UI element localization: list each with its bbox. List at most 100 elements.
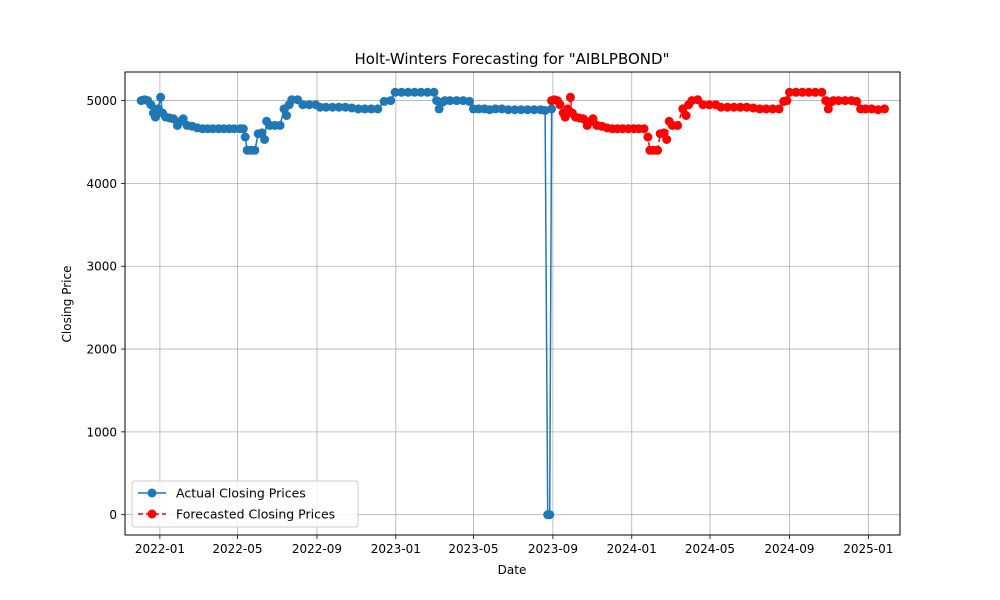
data-point-actual (334, 102, 344, 112)
data-point-actual (390, 87, 400, 97)
data-point-actual (366, 104, 376, 114)
legend: Actual Closing Prices Forecasted Closing… (131, 480, 359, 528)
series-actual (136, 87, 557, 520)
data-point-forecast (755, 104, 765, 114)
data-point-forecast (716, 102, 726, 112)
data-point-forecast (774, 104, 784, 114)
data-point-actual (328, 102, 337, 112)
grid (125, 72, 900, 535)
data-point-forecast (704, 100, 714, 110)
y-tick-label: 4000 (86, 177, 117, 191)
data-point-forecast (768, 104, 778, 114)
data-point-forecast (662, 135, 672, 144)
data-point-forecast (880, 104, 889, 114)
x-tick-label: 2022-01 (135, 542, 185, 556)
data-point-actual (169, 114, 178, 124)
data-point-actual (250, 145, 260, 155)
data-point-actual (416, 87, 426, 97)
data-point-actual (373, 104, 383, 114)
data-point-actual (510, 105, 520, 115)
x-tick-label: 2022-09 (292, 542, 342, 556)
data-point-forecast (817, 87, 827, 97)
data-point-forecast (834, 96, 844, 106)
data-point-actual (423, 87, 432, 97)
chart-title: Holt-Winters Forecasting for "AIBLPBOND" (355, 50, 670, 68)
data-point-forecast (698, 100, 708, 110)
x-tick-label: 2024-05 (685, 542, 735, 556)
data-point-forecast (560, 112, 570, 122)
data-point-forecast (852, 96, 862, 106)
data-point-actual (260, 135, 270, 144)
plot-frame (124, 71, 901, 536)
x-tick-label: 2024-01 (607, 542, 657, 556)
data-point-actual (429, 87, 439, 97)
data-point-forecast (639, 124, 649, 134)
y-tick-label: 2000 (86, 343, 117, 357)
data-point-actual (304, 100, 314, 110)
data-point-actual (545, 510, 555, 520)
x-tick-label: 2024-09 (764, 542, 814, 556)
data-point-actual (403, 87, 413, 97)
legend-label-actual: Actual Closing Prices (176, 486, 306, 501)
x-tick-label: 2025-01 (843, 542, 893, 556)
data-point-forecast (782, 96, 792, 106)
plot-background (125, 72, 900, 535)
series-forecast (547, 87, 889, 155)
data-point-forecast (643, 132, 653, 142)
data-point-forecast (681, 111, 691, 120)
legend-marker-actual (147, 488, 157, 498)
x-tick-label: 2023-01 (371, 542, 421, 556)
data-point-actual (275, 120, 285, 130)
data-point-forecast (588, 114, 598, 124)
series-layer (136, 87, 889, 520)
data-point-actual (321, 102, 331, 112)
data-point-forecast (797, 87, 807, 97)
data-point-forecast (722, 102, 732, 112)
legend-label-forecast: Forecasted Closing Prices (176, 507, 335, 522)
data-point-actual (360, 104, 370, 114)
legend-box (131, 480, 359, 528)
data-point-actual (490, 104, 500, 114)
data-point-forecast (761, 104, 771, 114)
data-point-forecast (804, 87, 814, 97)
data-point-actual (146, 100, 156, 110)
data-point-forecast (565, 92, 575, 102)
data-point-actual (445, 96, 455, 106)
data-point-forecast (555, 100, 565, 110)
x-tick-label: 2023-09 (528, 542, 578, 556)
data-point-forecast (810, 87, 820, 97)
x-axis: 2022-01 2022-05 2022-09 2023-01 2023-05 2023-… (135, 535, 893, 556)
data-point-actual (298, 100, 308, 110)
x-tick-label: 2023-05 (448, 542, 498, 556)
data-point-actual (434, 104, 444, 114)
data-point-forecast (791, 87, 801, 97)
y-tick-label: 5000 (86, 94, 117, 108)
data-point-actual (410, 87, 420, 97)
data-point-forecast (840, 96, 850, 106)
data-point-forecast (578, 114, 588, 124)
data-point-actual (150, 112, 160, 122)
data-point-forecast (653, 145, 663, 155)
y-tick-label: 1000 (86, 425, 117, 439)
data-point-actual (156, 92, 166, 102)
data-point-actual (452, 96, 462, 106)
y-axis-label: Closing Price (60, 266, 74, 343)
data-point-forecast (673, 120, 683, 130)
y-tick-label: 3000 (86, 260, 117, 274)
y-axis: 0 1000 2000 3000 4000 5000 (86, 94, 125, 522)
data-point-actual (503, 105, 513, 115)
data-point-actual (523, 105, 533, 115)
data-point-forecast (729, 102, 739, 112)
data-point-actual (238, 124, 248, 134)
data-point-actual (516, 105, 526, 115)
data-point-actual (397, 87, 407, 97)
x-tick-label: 2022-05 (212, 542, 262, 556)
legend-marker-forecast (147, 509, 157, 519)
data-point-actual (547, 104, 557, 114)
data-point-actual (465, 96, 474, 106)
data-point-actual (240, 132, 250, 142)
data-point-forecast (785, 87, 794, 97)
data-point-actual (529, 105, 539, 115)
data-point-actual (282, 111, 292, 120)
